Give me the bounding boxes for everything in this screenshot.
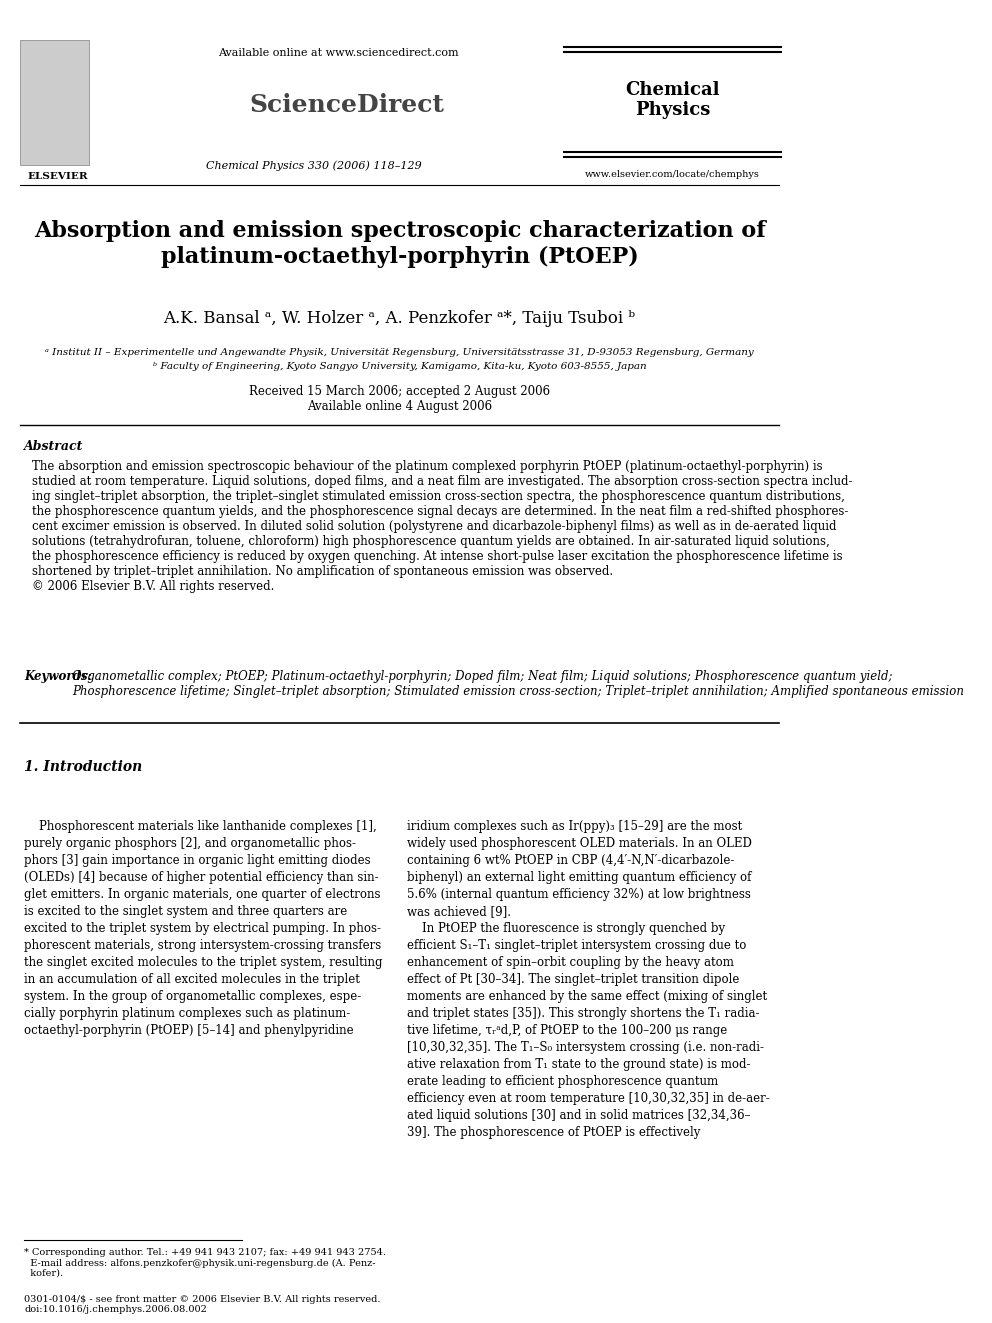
FancyBboxPatch shape (20, 40, 88, 165)
Text: Keywords:: Keywords: (24, 669, 92, 683)
Text: Abstract: Abstract (24, 441, 83, 452)
Text: ELSEVIER: ELSEVIER (28, 172, 88, 181)
Text: www.elsevier.com/locate/chemphys: www.elsevier.com/locate/chemphys (585, 169, 760, 179)
Text: ᵃ Institut II – Experimentelle und Angewandte Physik, Universität Regensburg, Un: ᵃ Institut II – Experimentelle und Angew… (46, 348, 754, 357)
Text: The absorption and emission spectroscopic behaviour of the platinum complexed po: The absorption and emission spectroscopi… (32, 460, 853, 593)
Text: Absorption and emission spectroscopic characterization of
platinum-octaethyl-por: Absorption and emission spectroscopic ch… (34, 220, 766, 267)
Text: Received 15 March 2006; accepted 2 August 2006: Received 15 March 2006; accepted 2 Augus… (249, 385, 551, 398)
Text: Phosphorescent materials like lanthanide complexes [1],
purely organic phosphors: Phosphorescent materials like lanthanide… (24, 820, 383, 1037)
Text: Chemical Physics 330 (2006) 118–129: Chemical Physics 330 (2006) 118–129 (206, 160, 422, 171)
Text: A.K. Bansal ᵃ, W. Holzer ᵃ, A. Penzkofer ᵃ*, Taiju Tsuboi ᵇ: A.K. Bansal ᵃ, W. Holzer ᵃ, A. Penzkofer… (164, 310, 636, 327)
Text: Chemical
Physics: Chemical Physics (625, 81, 720, 119)
Text: 0301-0104/$ - see front matter © 2006 Elsevier B.V. All rights reserved.
doi:10.: 0301-0104/$ - see front matter © 2006 El… (24, 1295, 381, 1314)
Text: ScienceDirect: ScienceDirect (249, 93, 443, 116)
Text: * Corresponding author. Tel.: +49 941 943 2107; fax: +49 941 943 2754.
  E-mail : * Corresponding author. Tel.: +49 941 94… (24, 1248, 386, 1278)
Text: Organometallic complex; PtOEP; Platinum-octaethyl-porphyrin; Doped film; Neat fi: Organometallic complex; PtOEP; Platinum-… (72, 669, 964, 699)
Text: iridium complexes such as Ir(ppy)₃ [15–29] are the most
widely used phosphoresce: iridium complexes such as Ir(ppy)₃ [15–2… (407, 820, 770, 1139)
Text: Available online 4 August 2006: Available online 4 August 2006 (307, 400, 492, 413)
Text: 1. Introduction: 1. Introduction (24, 759, 143, 774)
Text: ᵇ Faculty of Engineering, Kyoto Sangyo University, Kamigamo, Kita-ku, Kyoto 603-: ᵇ Faculty of Engineering, Kyoto Sangyo U… (153, 363, 647, 370)
Text: Available online at www.sciencedirect.com: Available online at www.sciencedirect.co… (218, 48, 458, 58)
